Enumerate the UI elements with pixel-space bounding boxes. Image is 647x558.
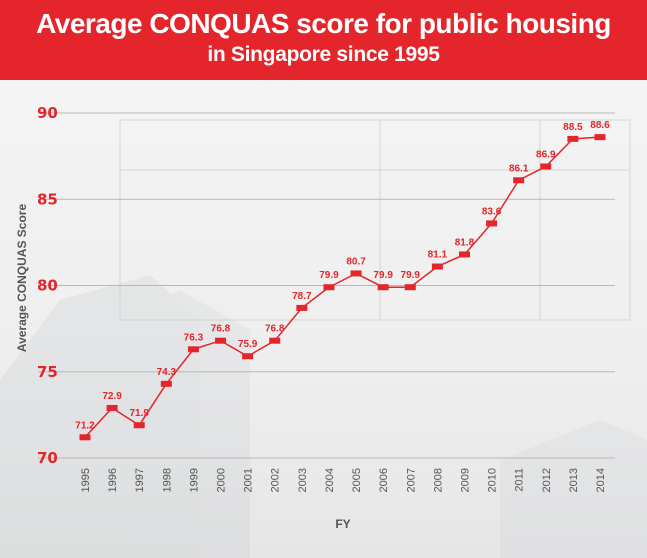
y-tick-label: 70 — [37, 449, 58, 467]
data-label: 78.7 — [292, 291, 312, 302]
chart-area — [0, 80, 647, 558]
y-tick-label: 90 — [37, 104, 58, 122]
data-point-marker — [513, 177, 525, 184]
data-point-marker — [431, 263, 443, 270]
y-tick-label: 75 — [37, 363, 58, 381]
data-label: 76.3 — [184, 332, 204, 343]
y-tick-label: 80 — [37, 277, 58, 295]
x-tick-label: 2007 — [405, 468, 417, 492]
data-label: 83.6 — [482, 206, 502, 217]
x-tick-label: 2014 — [595, 468, 607, 492]
data-label: 75.9 — [238, 339, 258, 350]
x-tick-label: 1995 — [80, 468, 92, 492]
x-tick-label: 2010 — [487, 468, 499, 492]
x-tick-label: 1996 — [107, 468, 119, 492]
x-tick-label: 2003 — [297, 468, 309, 492]
x-tick-label: 2004 — [324, 468, 336, 492]
data-label: 76.8 — [211, 324, 231, 335]
data-point-marker — [486, 220, 498, 227]
x-tick-label: 1999 — [188, 468, 200, 492]
chart-subtitle: in Singapore since 1995 — [207, 43, 440, 66]
x-tick-label: 1997 — [134, 468, 146, 492]
x-tick-label: 2013 — [568, 468, 580, 492]
data-point-marker — [106, 404, 118, 411]
x-tick-label: 2008 — [432, 468, 444, 492]
x-axis-title: FY — [335, 517, 350, 531]
x-tick-label: 2011 — [514, 468, 526, 492]
data-label: 81.1 — [428, 250, 448, 261]
x-tick-label: 2000 — [216, 468, 228, 492]
data-label: 79.9 — [401, 270, 421, 281]
data-label: 71.9 — [129, 408, 149, 419]
data-point-marker — [567, 135, 579, 142]
data-point-marker — [296, 304, 308, 311]
y-tick-label: 85 — [37, 190, 58, 208]
data-point-marker — [377, 284, 389, 291]
data-point-marker — [404, 284, 416, 291]
data-label: 86.9 — [536, 149, 556, 160]
data-label: 81.8 — [455, 237, 475, 248]
x-tick-label: 2001 — [243, 468, 255, 492]
data-label: 79.9 — [373, 270, 393, 281]
data-label: 76.8 — [265, 324, 285, 335]
data-point-marker — [242, 353, 254, 360]
data-point-marker — [594, 134, 606, 141]
data-label: 86.1 — [509, 163, 529, 174]
data-point-marker — [133, 422, 145, 429]
data-markers — [79, 134, 606, 441]
data-labels: 71.2 72.9 71.9 74.3 76.3 76.8 75.9 76.8 78.7 79.9… — [75, 120, 610, 431]
data-point-marker — [79, 434, 91, 441]
data-label: 88.5 — [563, 122, 583, 133]
x-tick-label: 2005 — [351, 468, 363, 492]
data-label: 74.3 — [157, 367, 177, 378]
data-point-marker — [215, 337, 227, 344]
title-banner: Average CONQUAS score for public housing… — [0, 0, 647, 80]
x-axis-ticks: 1995 1996 1997 1998 1999 2000 2001 2002 2003 2004… — [80, 468, 607, 492]
data-point-marker — [160, 380, 172, 387]
gridlines — [38, 112, 615, 459]
data-point-marker — [458, 251, 470, 258]
data-label: 71.2 — [75, 420, 95, 431]
x-tick-label: 2006 — [378, 468, 390, 492]
data-label: 79.9 — [319, 270, 339, 281]
x-tick-label: 1998 — [161, 468, 173, 492]
data-point-marker — [323, 284, 335, 291]
data-point-marker — [350, 270, 362, 277]
data-label: 88.6 — [590, 120, 610, 131]
background-building-illustration — [0, 275, 647, 558]
x-tick-label: 2012 — [541, 468, 553, 492]
data-label: 80.7 — [346, 256, 366, 267]
chart-title: Average CONQUAS score for public housing — [36, 8, 611, 39]
y-axis-ticks: 70 75 80 85 90 — [37, 104, 58, 467]
data-label: 72.9 — [102, 391, 122, 402]
series-line — [84, 136, 601, 438]
data-point-marker — [187, 346, 199, 353]
x-tick-label: 2009 — [459, 468, 471, 492]
x-tick-label: 2002 — [270, 468, 282, 492]
y-axis-title: Average CONQUAS Score — [15, 204, 29, 353]
data-point-marker — [540, 163, 552, 170]
data-point-marker — [269, 337, 281, 344]
